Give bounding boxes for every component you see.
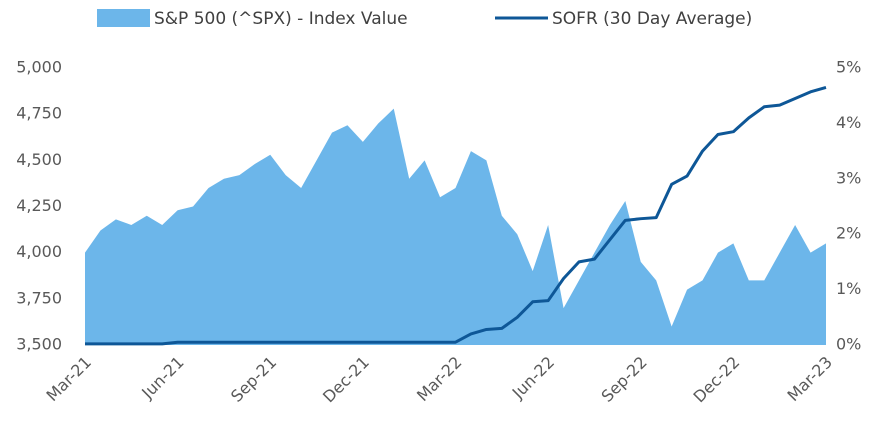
y2-tick-label: 5%	[836, 58, 861, 77]
legend-swatch	[97, 9, 150, 27]
y2-tick-label: 2%	[836, 224, 861, 243]
y-tick-label: 4,000	[16, 242, 62, 261]
x-tick-label: Mar-23	[783, 353, 836, 406]
y2-tick-label: 0%	[836, 335, 861, 354]
legend-label: SOFR (30 Day Average)	[552, 9, 752, 29]
y2-tick-label: 4%	[836, 113, 861, 132]
x-tick-label: Sep-21	[227, 353, 280, 406]
y-tick-label: 4,500	[16, 150, 62, 169]
y2-tick-label: 3%	[836, 168, 861, 187]
x-tick-label: Mar-22	[413, 353, 466, 406]
y-tick-label: 4,250	[16, 196, 62, 215]
legend-label: S&P 500 (^SPX) - Index Value	[154, 9, 408, 29]
y-tick-label: 3,500	[16, 335, 62, 354]
x-tick-label: Dec-21	[319, 353, 373, 407]
y-tick-label: 5,000	[16, 58, 62, 77]
x-tick-label: Jun-21	[137, 353, 187, 403]
y-tick-label: 4,750	[16, 104, 62, 123]
x-tick-label: Dec-22	[690, 353, 744, 407]
y2-tick-label: 1%	[836, 279, 861, 298]
line	[85, 85, 827, 346]
area	[85, 108, 826, 345]
x-tick-label: Jun-22	[508, 353, 558, 403]
y-tick-label: 3,750	[16, 288, 62, 307]
x-tick-label: Sep-22	[598, 353, 651, 406]
x-tick-label: Mar-21	[42, 353, 95, 406]
